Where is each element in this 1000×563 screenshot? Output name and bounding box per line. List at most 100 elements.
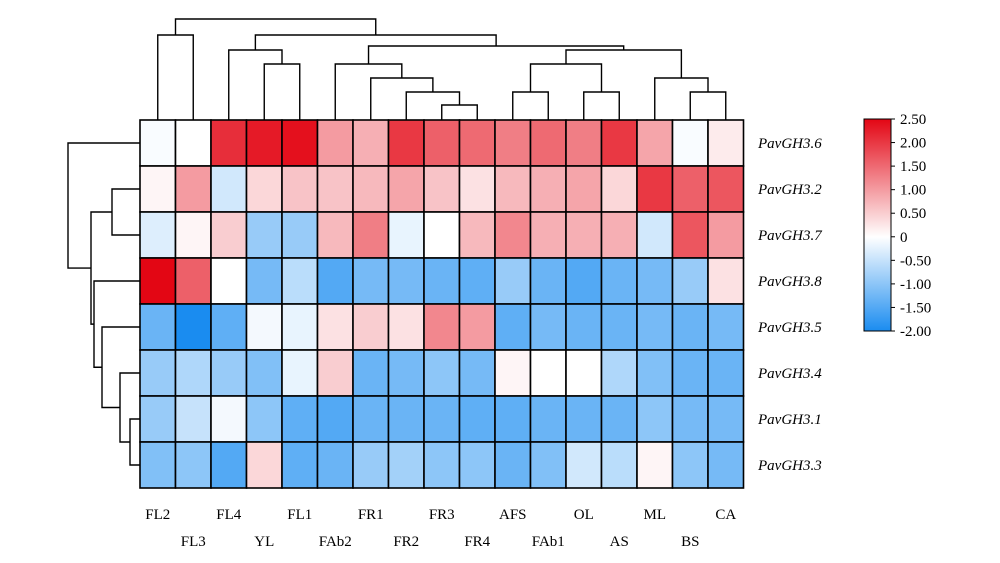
heatmap-cell <box>600 257 638 305</box>
row-labels: PavGH3.6 PavGH3.2 PavGH3.7 PavGH3.8 PavGH3.5… <box>757 136 823 474</box>
dendrogram-link <box>441 104 478 120</box>
dendrogram-link <box>101 326 140 409</box>
heatmap-cell <box>423 119 461 167</box>
heatmap-cell <box>316 441 354 489</box>
heatmap-cell <box>458 349 496 397</box>
heatmap-cell <box>352 119 390 167</box>
heatmap-cell <box>210 119 248 167</box>
dendrogram-link <box>111 188 140 236</box>
heatmap-cell <box>174 165 212 213</box>
heatmap-cell <box>387 395 425 443</box>
column-label: ML <box>644 507 667 523</box>
colorbar-tick-label: -0.50 <box>900 253 931 269</box>
dendrogram-link <box>689 91 727 120</box>
heatmap-cell <box>352 211 390 259</box>
heatmap-cell <box>671 211 709 259</box>
dendrogram-link <box>334 63 403 120</box>
column-label: FL3 <box>181 534 206 550</box>
heatmap-cell <box>529 349 567 397</box>
heatmap-cell <box>494 395 532 443</box>
heatmap-cell <box>494 119 532 167</box>
heatmap-cell <box>707 441 745 489</box>
heatmap-cell <box>671 303 709 351</box>
dendrogram-link <box>405 91 461 120</box>
column-label: AFS <box>499 507 527 523</box>
heatmap-cell <box>671 165 709 213</box>
heatmap-cell <box>458 441 496 489</box>
heatmap-cell <box>174 395 212 443</box>
row-label: PavGH3.8 <box>757 274 822 290</box>
colorbar-tick-label: 0 <box>900 230 908 246</box>
heatmap-cell <box>671 257 709 305</box>
column-label: AS <box>610 534 629 550</box>
heatmap-cell <box>352 257 390 305</box>
heatmap-cell <box>600 211 638 259</box>
heatmap-cell <box>352 441 390 489</box>
heatmap-cell <box>245 257 283 305</box>
heatmap-cell <box>281 119 319 167</box>
dendrogram-link <box>367 45 625 64</box>
column-label: OL <box>574 507 594 523</box>
colorbar-tick-label: 1.00 <box>900 183 926 199</box>
heatmap-cell <box>423 211 461 259</box>
heatmap-cell <box>245 303 283 351</box>
dendrogram-link <box>263 63 301 120</box>
dendrogram-link <box>529 63 603 92</box>
column-label: BS <box>681 534 699 550</box>
heatmap-cell <box>387 119 425 167</box>
heatmap-cell <box>458 303 496 351</box>
heatmap-cell <box>423 303 461 351</box>
column-label: FL4 <box>216 507 242 523</box>
heatmap-cell <box>636 303 674 351</box>
heatmap-cell <box>316 257 354 305</box>
column-label: YL <box>254 534 274 550</box>
heatmap-cell <box>423 441 461 489</box>
heatmap-cell <box>245 119 283 167</box>
heatmap-cell <box>636 349 674 397</box>
heatmap-cell <box>636 211 674 259</box>
row-label: PavGH3.1 <box>757 412 822 428</box>
heatmap-cell <box>210 211 248 259</box>
heatmap-cell <box>565 165 603 213</box>
heatmap-cell <box>707 395 745 443</box>
heatmap-cell <box>707 257 745 305</box>
column-label: FR4 <box>464 534 490 550</box>
colorbar-tick-label: -1.00 <box>900 277 931 293</box>
column-label: FR2 <box>393 534 419 550</box>
heatmap-cell <box>139 349 177 397</box>
dendrogram-link <box>93 280 140 368</box>
heatmap-cell <box>139 441 177 489</box>
heatmap-cell <box>565 395 603 443</box>
column-label: FR3 <box>429 507 455 523</box>
heatmap-cell <box>636 441 674 489</box>
heatmap-cell <box>174 211 212 259</box>
heatmap-cell <box>174 119 212 167</box>
heatmap-cell <box>245 441 283 489</box>
heatmap-cell <box>565 257 603 305</box>
heatmap-cell <box>600 119 638 167</box>
row-label: PavGH3.2 <box>757 182 822 198</box>
heatmap-cell <box>352 395 390 443</box>
heatmap-cell <box>423 165 461 213</box>
dendrogram-link <box>228 49 283 120</box>
heatmap-cell <box>494 441 532 489</box>
heatmap-cell <box>245 349 283 397</box>
heatmap-cell <box>565 211 603 259</box>
heatmap-cell <box>671 119 709 167</box>
heatmap-cell <box>458 119 496 167</box>
heatmap-cell <box>600 349 638 397</box>
heatmap-cell <box>210 349 248 397</box>
heatmap-cell <box>494 165 532 213</box>
heatmap-cell <box>529 441 567 489</box>
heatmap-cell <box>529 395 567 443</box>
heatmap-cell <box>423 395 461 443</box>
heatmap-cell <box>636 119 674 167</box>
heatmap-cell <box>494 349 532 397</box>
heatmap-cell <box>210 165 248 213</box>
row-label: PavGH3.3 <box>757 458 822 474</box>
heatmap-cell <box>529 257 567 305</box>
heatmap-cell <box>494 211 532 259</box>
heatmap-cell <box>387 211 425 259</box>
heatmap-cell <box>707 165 745 213</box>
